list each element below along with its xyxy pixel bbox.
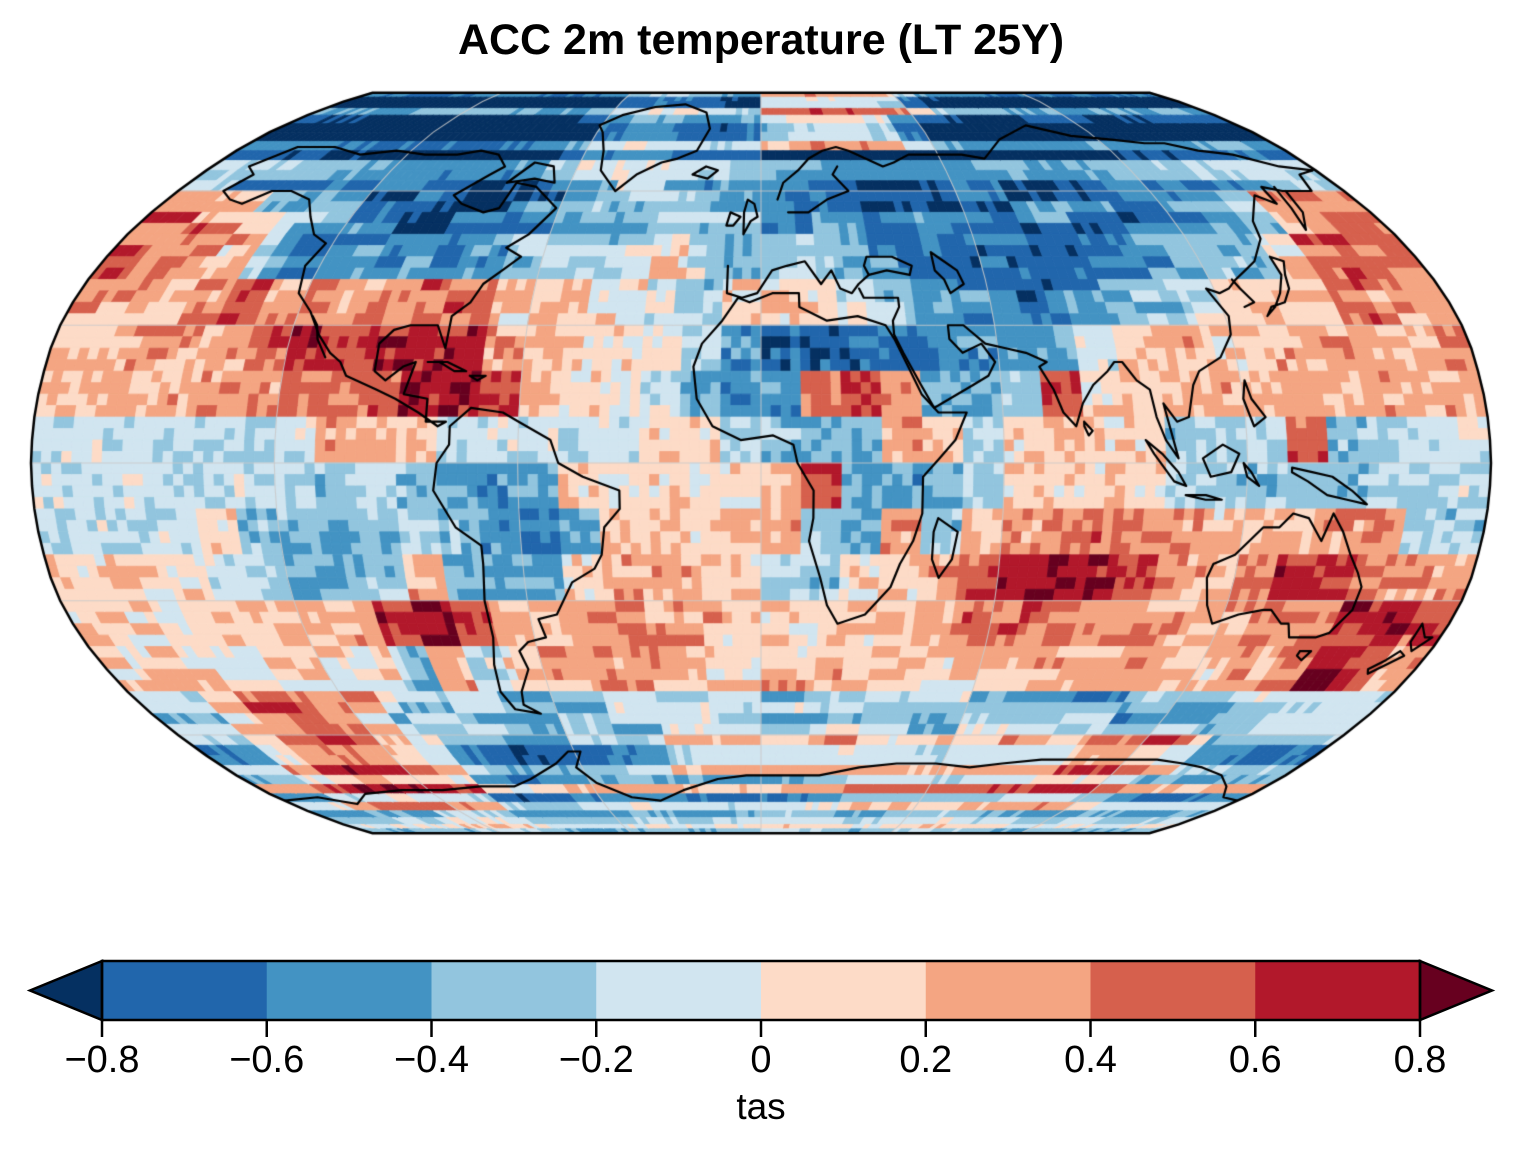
- colorbar-segment: [431, 961, 597, 1020]
- colorbar-tick-label: −0.4: [394, 1039, 469, 1081]
- colorbar-tick-label: −0.8: [64, 1039, 139, 1081]
- colorbar: −0.8 −0.6 −0.4 −0.2 0 0.2 0.4 0.6 0.8: [26, 959, 1496, 1081]
- colorbar-segment: [102, 961, 268, 1020]
- colorbar-tick-label: 0.8: [1394, 1039, 1447, 1081]
- colorbar-segment: [266, 961, 433, 1020]
- colorbar-tick-label: 0: [750, 1039, 771, 1081]
- colorbar-tick-label: 0.6: [1229, 1039, 1282, 1081]
- colorbar-segment: [761, 961, 927, 1020]
- colorbar-underflow-arrow: [26, 959, 104, 1022]
- colorbar-segment: [596, 961, 762, 1020]
- colorbar-tick-label: −0.6: [229, 1039, 304, 1081]
- colorbar-label: tas: [736, 1086, 786, 1127]
- colorbar-segment: [1090, 961, 1256, 1020]
- colorbar-tick-label: 0.4: [1064, 1039, 1117, 1081]
- colorbar-segment: [925, 961, 1092, 1020]
- colorbar-overflow-arrow: [1418, 959, 1496, 1022]
- colorbar-segment: [1255, 961, 1421, 1020]
- colorbar-tick-label: 0.2: [899, 1039, 952, 1081]
- colorbar-tick-label: −0.2: [559, 1039, 634, 1081]
- world-map-canvas: [0, 0, 1522, 900]
